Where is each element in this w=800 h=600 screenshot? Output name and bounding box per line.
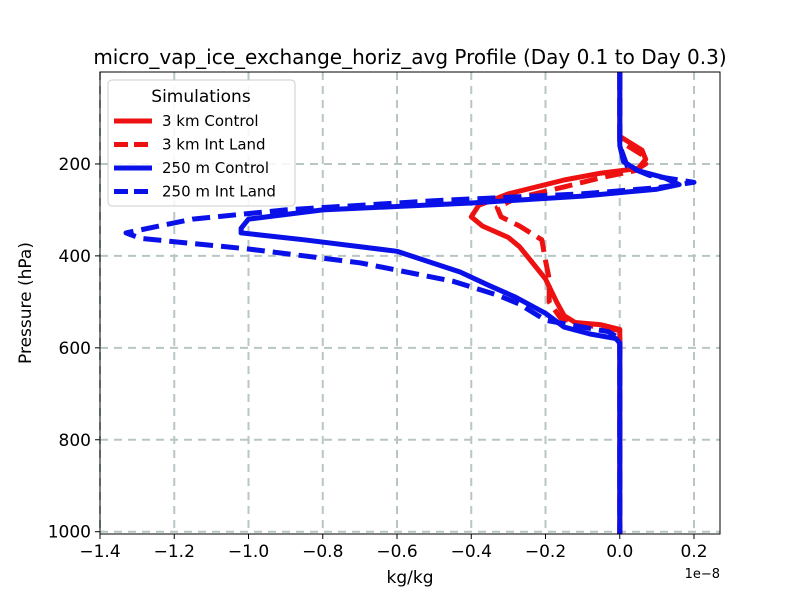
x-axis: −1.4 −1.2 −1.0 −0.8 −0.6 −0.4 −0.2 0.0 0.2 [79, 534, 708, 562]
y-tick-label: 1000 [48, 523, 91, 543]
x-tick-label: −0.4 [451, 542, 492, 562]
y-axis: 200 400 600 800 1000 [48, 155, 100, 543]
y-tick-label: 800 [59, 431, 91, 451]
series-line-250-m-int-land [123, 72, 697, 534]
plot-frame [99, 71, 721, 535]
y-tick-label: 200 [59, 155, 91, 175]
series-line-3-km-int-land [494, 72, 649, 534]
x-tick-label: 0.2 [680, 542, 707, 562]
legend-label: 3 km Int Land [162, 136, 266, 154]
x-tick-label: −0.2 [525, 542, 566, 562]
x-tick-label: 0.0 [606, 542, 633, 562]
series-layer [123, 72, 697, 534]
legend-box [107, 79, 296, 207]
x-axis-label: kg/kg [387, 568, 434, 588]
legend-label: 250 m Int Land [162, 183, 276, 201]
legend: Simulations 3 km Control 3 km Int Land 250… [107, 79, 296, 207]
x-tick-label: −1.4 [79, 542, 120, 562]
x-tick-label: −1.2 [154, 542, 195, 562]
chart-title: micro_vap_ice_exchange_horiz_avg Profile… [93, 45, 726, 69]
x-scale-label: 1e−8 [685, 567, 720, 582]
legend-title: Simulations [151, 87, 251, 107]
y-tick-label: 400 [59, 247, 91, 267]
y-tick-label: 600 [59, 339, 91, 359]
legend-label: 3 km Control [162, 112, 259, 130]
x-tick-label: −1.0 [228, 542, 269, 562]
legend-entries: 3 km Control 3 km Int Land 250 m Control 25… [114, 112, 276, 201]
x-tick-label: −0.8 [302, 542, 343, 562]
y-axis-label: Pressure (hPa) [16, 242, 36, 364]
legend-label: 250 m Control [162, 159, 269, 177]
x-tick-label: −0.6 [376, 542, 417, 562]
